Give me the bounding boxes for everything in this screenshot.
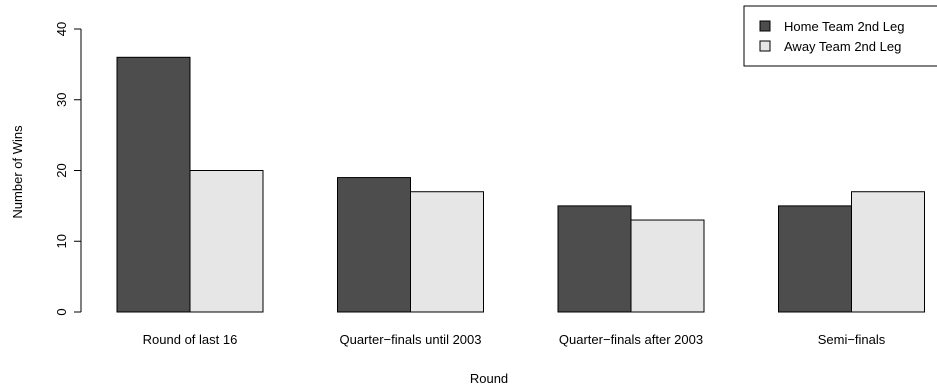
bar-home [557,205,632,313]
legend-swatch-away [759,40,771,52]
bar-away [630,219,705,313]
y-tick-label: 10 [54,234,69,248]
y-tick-label: 20 [54,163,69,177]
x-tick-label: Quarter−finals until 2003 [339,332,481,347]
x-tick-label: Round of last 16 [143,332,238,347]
x-tick-label: Quarter−finals after 2003 [559,332,703,347]
bar-home [116,56,191,313]
x-tick-label: Semi−finals [818,332,886,347]
y-tick-label: 0 [54,308,69,315]
bar-away [189,170,264,313]
legend-box [743,5,937,67]
y-tick-label: 40 [54,22,69,36]
y-tick-label: 30 [54,93,69,107]
bar-away [410,191,484,313]
legend-swatch-home [759,20,771,32]
y-axis-label: Number of Wins [10,125,25,219]
legend: Home Team 2nd Leg Away Team 2nd Leg [743,5,937,67]
legend-label-home: Home Team 2nd Leg [784,19,904,34]
x-axis-label: Round [470,371,508,386]
legend-label-away: Away Team 2nd Leg [784,39,901,54]
y-axis: 0 10 20 30 40 [54,22,82,316]
bar-home [337,177,411,313]
bars [116,56,925,313]
bar-home [778,205,852,313]
bar-away [851,191,925,313]
x-axis: Round of last 16 Quarter−finals until 200… [143,332,886,347]
